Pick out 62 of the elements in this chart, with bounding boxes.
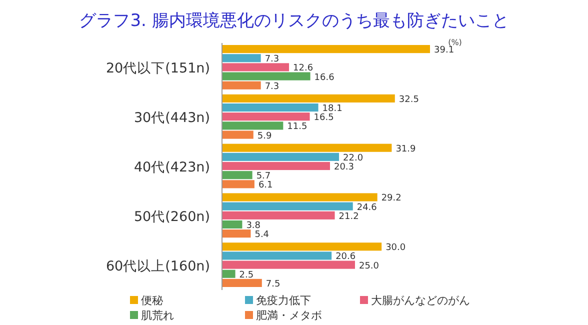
bar <box>222 130 254 139</box>
bar <box>222 278 262 287</box>
bar <box>222 211 335 220</box>
y-tick-label: 30代(443n) <box>134 110 210 126</box>
chart-title: グラフ3. 腸内環境悪化のリスクのうち最も防ぎたいこと <box>79 11 509 31</box>
data-label: 5.9 <box>257 131 272 142</box>
legend-label: 肥満・メタボ <box>256 309 322 322</box>
data-label: 31.9 <box>396 144 416 154</box>
bar <box>222 193 378 202</box>
data-label: 30.0 <box>386 243 406 254</box>
data-label: 29.2 <box>381 194 402 204</box>
data-label: 16.6 <box>314 72 335 83</box>
bar <box>222 171 252 180</box>
legend-label: 肌荒れ <box>141 309 174 322</box>
bar <box>222 103 318 112</box>
data-label: 5.7 <box>256 172 271 182</box>
data-label: 20.3 <box>334 162 354 172</box>
bar <box>222 45 430 54</box>
bar <box>222 94 395 102</box>
legend-label: 免疫力低下 <box>256 294 311 307</box>
bar <box>222 230 251 238</box>
data-label: 20.6 <box>336 252 356 262</box>
y-tick-label: 60代以上(160n) <box>106 258 210 274</box>
bar <box>222 220 242 229</box>
bar <box>222 144 392 152</box>
data-label: 16.5 <box>314 113 334 124</box>
data-label: 5.4 <box>254 230 270 240</box>
data-label: 3.8 <box>246 220 261 231</box>
data-label: 22.0 <box>343 153 364 164</box>
bar <box>222 112 310 121</box>
y-tick-label: 20代以下(151n) <box>106 60 210 77</box>
legend-label: 便秘 <box>141 294 163 307</box>
bar <box>222 162 330 170</box>
bar <box>222 242 382 251</box>
data-label: 7.3 <box>264 82 280 92</box>
data-label: 12.6 <box>293 64 314 74</box>
y-tick-label: 40代(423n) <box>134 160 210 176</box>
data-label: 6.1 <box>258 180 273 191</box>
data-label: 11.5 <box>287 122 308 132</box>
data-label: 32.5 <box>398 94 419 105</box>
data-label: 24.6 <box>356 202 378 213</box>
bar <box>222 122 284 130</box>
bar <box>222 152 340 161</box>
data-label: 18.1 <box>322 104 342 114</box>
bar <box>222 260 355 269</box>
data-label: 7.5 <box>266 279 280 290</box>
bar <box>222 270 236 278</box>
legend-label: 大腸がんなどのがん <box>371 294 470 307</box>
bar <box>222 63 290 72</box>
bar <box>222 252 332 260</box>
y-tick-label: 50代(260n) <box>134 208 210 225</box>
data-label: 39.1 <box>434 46 454 56</box>
bar <box>222 54 261 62</box>
data-label: 25.0 <box>358 261 380 272</box>
data-label: 2.5 <box>239 270 254 280</box>
bar <box>222 202 353 210</box>
bar <box>222 81 261 90</box>
data-label: 21.2 <box>338 212 359 222</box>
data-label: 7.3 <box>264 54 280 65</box>
bar <box>222 72 310 80</box>
bar <box>222 180 254 188</box>
text: (%) <box>448 38 462 47</box>
